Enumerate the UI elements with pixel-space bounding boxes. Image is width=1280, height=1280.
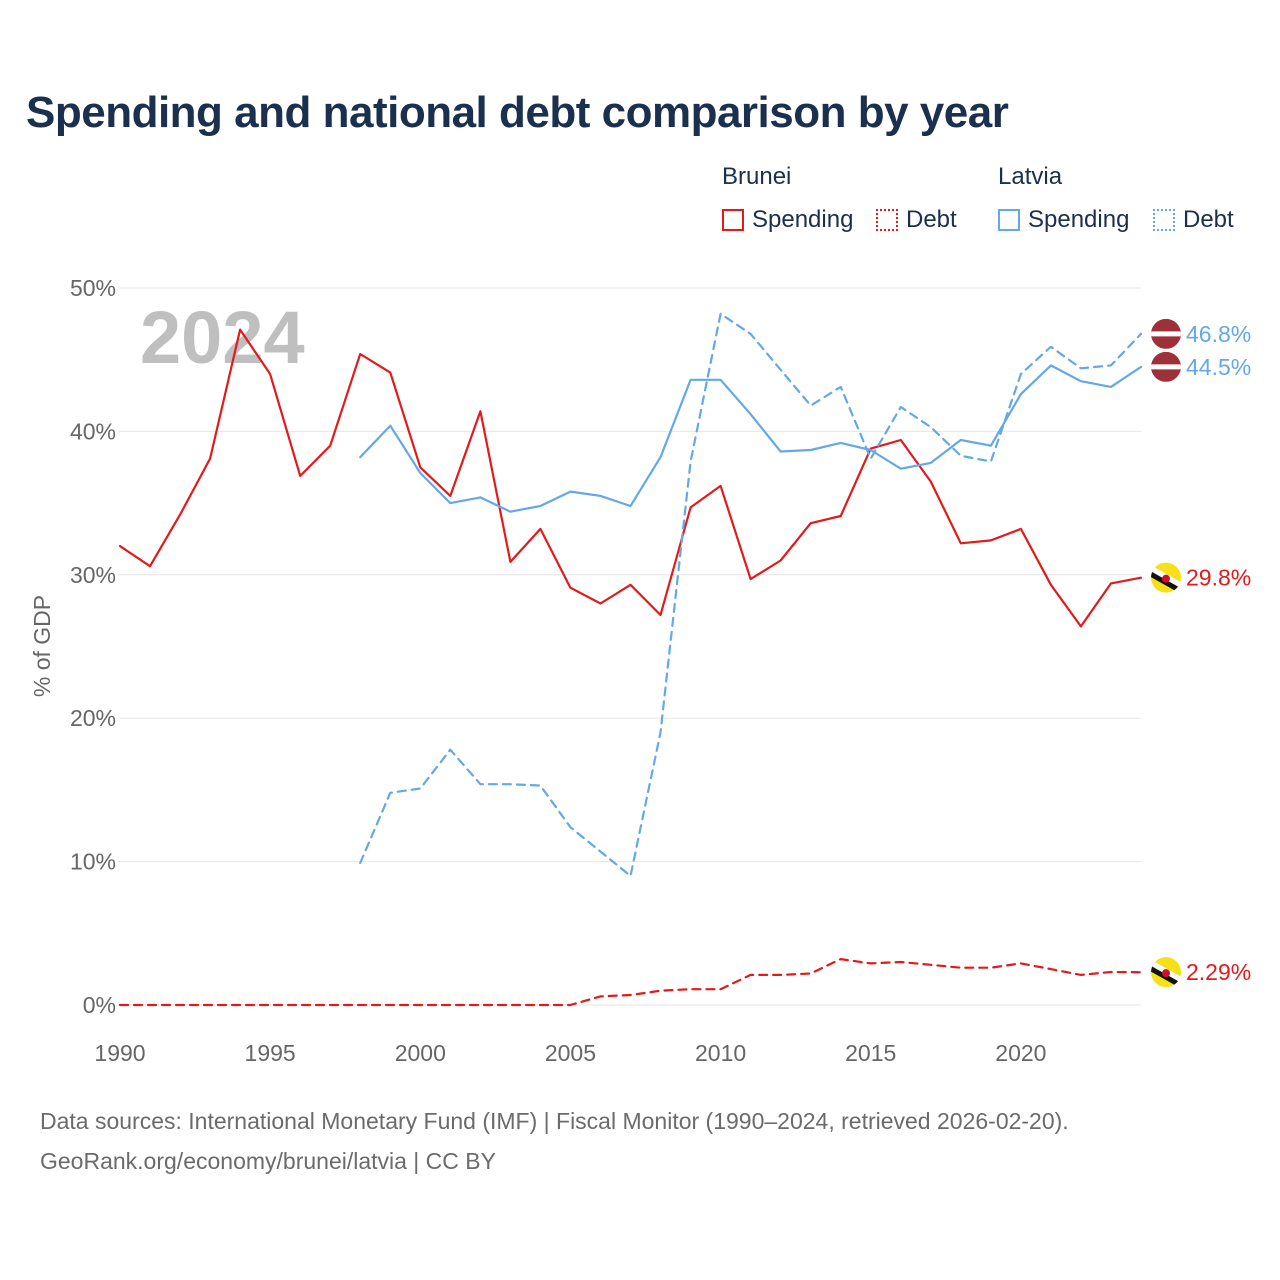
legend-item-latvia-spending[interactable]: Spending <box>998 206 1129 234</box>
y-tick-label: 50% <box>70 275 116 301</box>
legend-label-latvia-debt: Debt <box>1183 206 1234 233</box>
y-tick-label: 30% <box>70 562 116 588</box>
end-label-latvia-debt: 46.8% <box>1186 321 1251 347</box>
legend-swatch-latvia-spending <box>998 209 1020 231</box>
y-tick-label: 10% <box>70 849 116 875</box>
x-tick-label: 1995 <box>245 1040 296 1066</box>
x-tick-label: 2015 <box>845 1040 896 1066</box>
legend-item-brunei-spending[interactable]: Spending <box>722 206 853 234</box>
x-tick-label: 2020 <box>995 1040 1046 1066</box>
line-chart: 0% 10% 20% 30% 40% 50% 1990 1995 2000 2005 2010 201… <box>29 275 1251 1066</box>
end-label-latvia-spending: 44.5% <box>1186 354 1251 380</box>
footer-sources: Data sources: International Monetary Fun… <box>40 1108 1069 1134</box>
x-tick-label: 2010 <box>695 1040 746 1066</box>
footer-credit: GeoRank.org/economy/brunei/latvia | CC B… <box>40 1148 496 1174</box>
legend-group-latvia: Latvia <box>998 163 1063 190</box>
end-label-brunei-debt: 2.29% <box>1186 959 1251 985</box>
year-watermark: 2024 <box>140 296 305 379</box>
legend-group-brunei: Brunei <box>722 163 792 190</box>
series-line-brunei-spending <box>118 328 1143 628</box>
legend-label-brunei-debt: Debt <box>906 206 957 233</box>
series-line-latvia-debt <box>359 312 1143 878</box>
legend-item-latvia-debt[interactable]: Debt <box>1153 206 1234 234</box>
y-axis-label: % of GDP <box>29 595 55 697</box>
y-tick-label: 40% <box>70 418 116 444</box>
y-tick-label: 20% <box>70 705 116 731</box>
legend-swatch-brunei-debt <box>876 209 898 231</box>
legend-item-brunei-debt[interactable]: Debt <box>876 206 957 234</box>
x-tick-label: 2005 <box>545 1040 596 1066</box>
x-tick-label: 1990 <box>94 1040 145 1066</box>
legend-label-latvia-spending: Spending <box>1028 206 1130 233</box>
y-tick-label: 0% <box>83 992 116 1018</box>
brunei-flag-icon <box>1151 562 1181 593</box>
series-line-brunei-debt <box>118 957 1143 1007</box>
latvia-flag-icon <box>1151 318 1181 349</box>
brunei-flag-icon <box>1151 957 1181 988</box>
end-label-brunei-spending: 29.8% <box>1186 565 1251 591</box>
legend-label-brunei-spending: Spending <box>752 206 854 233</box>
series-line-latvia-spending <box>359 364 1143 513</box>
legend-swatch-brunei-spending <box>722 209 744 231</box>
legend-swatch-latvia-debt <box>1153 209 1175 231</box>
chart-title: Spending and national debt comparison by… <box>26 88 1009 137</box>
latvia-flag-icon <box>1151 351 1181 382</box>
x-tick-label: 2000 <box>395 1040 446 1066</box>
